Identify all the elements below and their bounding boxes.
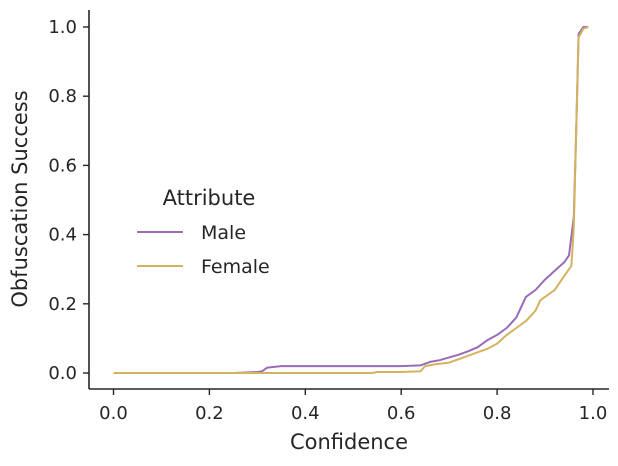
x-tick-label: 0.8 <box>483 403 512 424</box>
x-tick-label: 0.2 <box>195 403 224 424</box>
legend-label-female: Female <box>201 256 270 278</box>
y-tick-label: 0.0 <box>48 363 77 384</box>
y-axis-ticks: 0.0 0.2 0.4 0.6 0.8 1.0 <box>48 17 89 384</box>
x-axis-label: Confidence <box>290 430 408 454</box>
x-tick-label: 0.4 <box>291 403 320 424</box>
series-line-female <box>113 26 589 374</box>
y-tick-label: 0.8 <box>48 86 77 107</box>
legend: Attribute Male Female <box>137 186 270 278</box>
x-tick-label: 0.6 <box>387 403 416 424</box>
y-tick-label: 0.4 <box>48 225 77 246</box>
y-tick-label: 1.0 <box>48 17 77 38</box>
series-layer <box>113 26 589 374</box>
y-tick-label: 0.6 <box>48 155 77 176</box>
x-tick-label: 0.0 <box>99 403 128 424</box>
y-tick-label: 0.2 <box>48 294 77 315</box>
series-line-male <box>113 26 589 374</box>
legend-title: Attribute <box>163 186 256 210</box>
legend-label-male: Male <box>201 222 246 244</box>
x-axis-ticks: 0.0 0.2 0.4 0.6 0.8 1.0 <box>99 389 607 424</box>
x-tick-label: 1.0 <box>579 403 608 424</box>
y-axis-label: Obfuscation Success <box>8 90 32 307</box>
